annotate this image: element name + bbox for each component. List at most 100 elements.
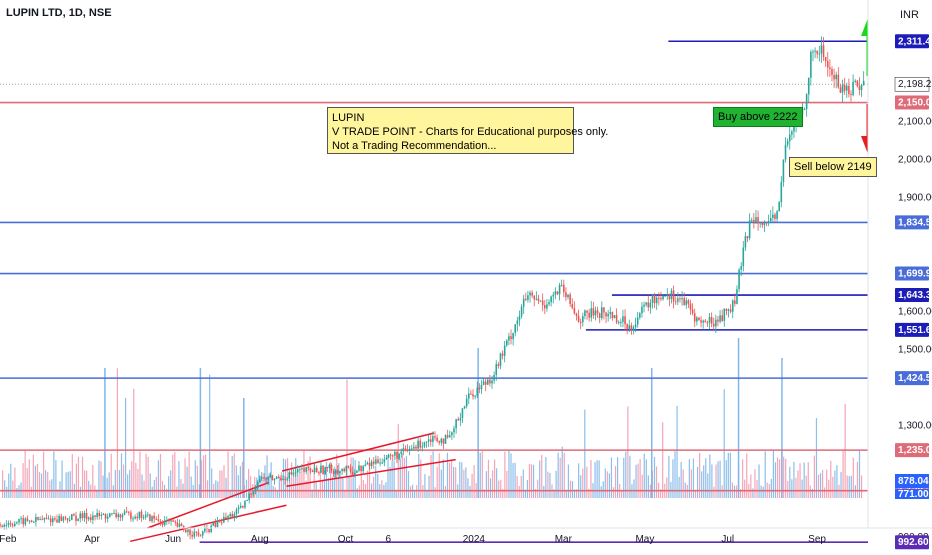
candle-body <box>448 435 451 438</box>
candle-body <box>372 461 375 464</box>
volume-bar <box>549 472 551 498</box>
volume-bar <box>764 451 766 498</box>
candle-body <box>674 301 677 303</box>
volume-bar <box>135 462 137 498</box>
candle-body <box>685 300 688 305</box>
volume-bar <box>237 475 239 498</box>
volume-bar <box>344 489 346 498</box>
volume-bar <box>674 451 676 498</box>
candle-body <box>32 521 35 523</box>
candle-body <box>497 364 500 366</box>
volume-bar <box>366 470 369 498</box>
volume-bar <box>491 470 494 498</box>
volume-bar <box>778 459 781 498</box>
candle-body <box>121 514 124 518</box>
volume-bar <box>750 474 752 498</box>
volume-bar <box>391 461 393 498</box>
volume-bar <box>824 487 826 498</box>
candle-body <box>366 462 369 465</box>
candle-body <box>769 218 772 222</box>
time-tick-label: May <box>635 534 654 545</box>
candle-body <box>630 325 633 331</box>
volume-bar <box>826 469 828 498</box>
candle-body <box>715 319 717 327</box>
candle-body <box>383 459 386 463</box>
level-price-badge <box>895 322 929 337</box>
price-tick-label: 2,100.00 <box>898 117 932 128</box>
candle-body <box>134 516 136 519</box>
candle-body <box>20 518 22 520</box>
candle-body <box>168 520 170 522</box>
candle-body <box>13 523 16 526</box>
volume-bar <box>532 464 535 498</box>
level-price-badge <box>895 95 929 110</box>
candle-body <box>746 236 749 239</box>
volume-bar <box>139 451 141 498</box>
candle-body <box>829 67 831 69</box>
volume-bar <box>403 458 405 498</box>
volume-bar <box>471 473 473 498</box>
volume-bar <box>694 489 697 498</box>
volume-bar <box>528 463 531 498</box>
candle-body <box>522 298 525 307</box>
volume-bar <box>176 486 178 498</box>
candle-body <box>535 298 538 300</box>
candle-body <box>210 525 212 533</box>
volume-bar <box>680 462 682 498</box>
volume-bar <box>426 489 428 498</box>
volume-spike <box>651 368 653 498</box>
volume-bar <box>594 462 596 498</box>
volume-bar <box>541 454 543 498</box>
candle-body <box>379 462 381 464</box>
volume-bar <box>340 476 342 498</box>
volume-bar <box>494 459 496 498</box>
price-tick-label: 2,000.00 <box>898 155 932 166</box>
candle-body <box>807 77 810 95</box>
volume-bar <box>789 466 791 498</box>
volume-bar <box>428 475 430 498</box>
volume-bar <box>569 480 572 498</box>
volume-bar <box>221 470 223 498</box>
volume-bar <box>842 450 844 498</box>
volume-bar <box>707 473 709 498</box>
candle-body <box>744 236 747 248</box>
candle-body <box>227 516 229 519</box>
volume-bar <box>635 464 637 498</box>
time-tick-label: Mar <box>555 534 573 545</box>
candle-body <box>573 307 576 314</box>
volume-bar <box>84 470 86 498</box>
volume-bar <box>463 469 465 498</box>
candle-body <box>391 455 394 457</box>
volume-bar <box>348 476 350 498</box>
time-axis[interactable]: Feb Apr Jun Aug Oct 6 2024 Mar May Jul Sep <box>0 527 932 545</box>
volume-bar <box>625 451 627 498</box>
candle-body <box>199 535 202 537</box>
volume-bar <box>776 457 779 498</box>
candle-body <box>474 395 476 397</box>
candle-body <box>531 292 533 296</box>
volume-bar <box>239 466 241 498</box>
candle-body <box>153 515 155 519</box>
candle-body <box>362 466 365 472</box>
candle-body <box>368 462 371 467</box>
currency-label[interactable]: INR <box>900 9 919 21</box>
candle-body <box>729 309 732 312</box>
candle-body <box>37 516 39 520</box>
current-price-badge <box>894 76 930 92</box>
volume-bar <box>735 485 738 498</box>
volume-bar <box>112 485 114 498</box>
volume-bar <box>510 453 512 498</box>
candle-body <box>753 219 755 224</box>
volume-bar <box>133 388 135 498</box>
candle-body <box>793 125 795 132</box>
symbol-title[interactable]: LUPIN LTD, 1D, NSE <box>6 7 112 19</box>
candle-body <box>313 467 316 473</box>
volume-bar <box>223 465 225 498</box>
candle-body <box>292 472 295 475</box>
volume-bar <box>163 484 166 498</box>
price-axis[interactable]: 2,100.00 2,000.00 1,900.00 1,600.00 1,500.00… <box>867 0 932 550</box>
candle-body <box>218 520 221 523</box>
price-tick-label: 1,500.00 <box>898 344 932 355</box>
